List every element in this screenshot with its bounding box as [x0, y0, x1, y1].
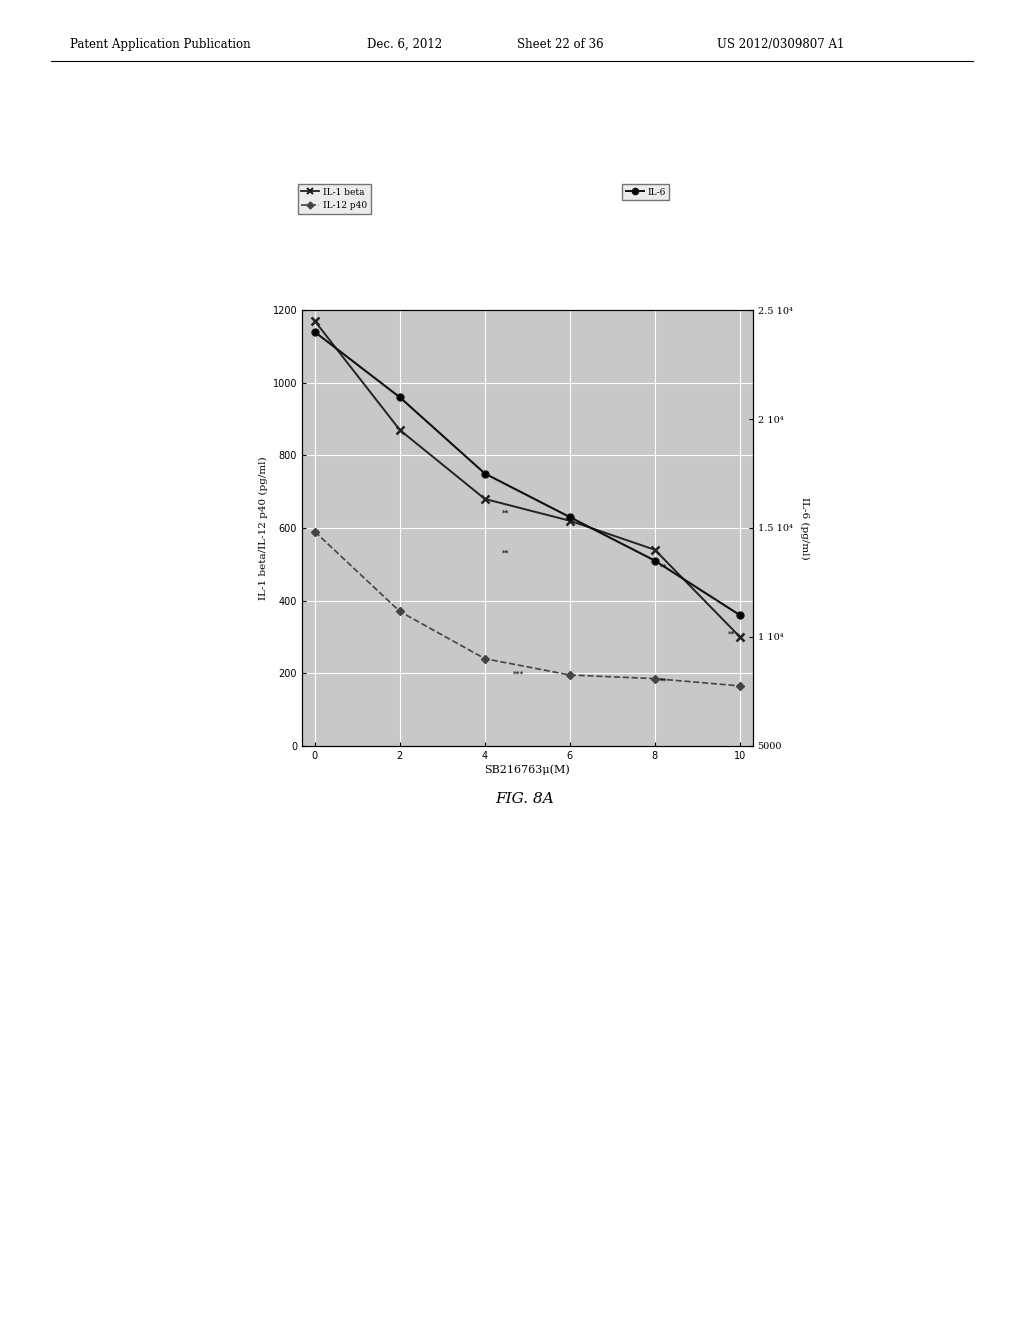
Text: Dec. 6, 2012: Dec. 6, 2012	[367, 37, 441, 50]
Y-axis label: IL-6 (pg/ml): IL-6 (pg/ml)	[800, 496, 809, 560]
Y-axis label: IL-1 beta/IL-12 p40 (pg/ml): IL-1 beta/IL-12 p40 (pg/ml)	[259, 457, 268, 599]
Text: ***: ***	[513, 671, 524, 678]
Text: Sheet 22 of 36: Sheet 22 of 36	[517, 37, 604, 50]
Text: **: **	[503, 510, 510, 517]
Text: US 2012/0309807 A1: US 2012/0309807 A1	[717, 37, 844, 50]
X-axis label: SB216763μ(M): SB216763μ(M)	[484, 764, 570, 775]
Text: **: **	[659, 677, 667, 685]
Text: Patent Application Publication: Patent Application Publication	[70, 37, 250, 50]
Text: **: **	[659, 564, 667, 572]
Text: **: **	[503, 549, 510, 557]
Text: **: **	[728, 631, 735, 639]
Legend: IL-6: IL-6	[622, 183, 670, 201]
Text: FIG. 8A: FIG. 8A	[495, 792, 554, 805]
